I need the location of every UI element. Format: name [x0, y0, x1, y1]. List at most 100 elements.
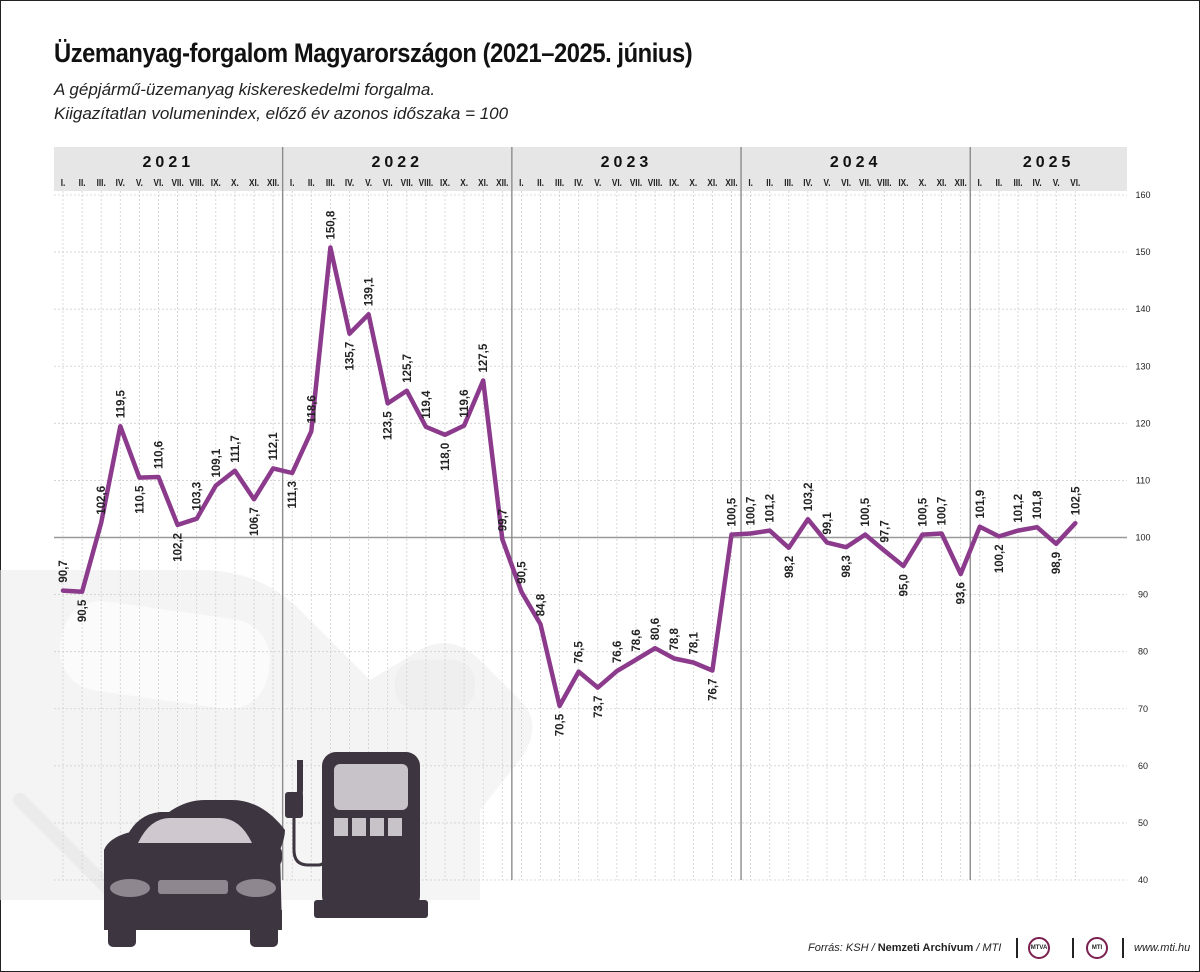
data-label: 135,7: [345, 342, 357, 371]
series-line: [60, 245, 1078, 709]
y-tick-label: 150: [1135, 247, 1150, 257]
footer-separator-3: [1122, 938, 1124, 958]
y-tick-label: 120: [1135, 418, 1150, 428]
data-label: 112,1: [268, 432, 280, 461]
data-label: 98,3: [841, 555, 853, 577]
data-label: 76,5: [574, 641, 586, 664]
year-label: 2023: [601, 154, 653, 171]
year-label: 2021: [143, 154, 195, 171]
data-label: 93,6: [956, 582, 968, 604]
y-tick-label: 130: [1135, 361, 1150, 371]
month-label: X.: [689, 177, 697, 188]
data-label: 119,6: [459, 389, 471, 417]
month-label: VII.: [630, 177, 642, 188]
month-label: VIII.: [189, 177, 204, 188]
y-tick-label: 110: [1136, 475, 1150, 485]
data-label: 101,2: [765, 494, 777, 523]
data-label: 102,2: [173, 533, 185, 562]
data-label: 100,5: [727, 497, 739, 526]
data-label: 84,8: [536, 593, 548, 616]
month-label: IV.: [1032, 177, 1041, 188]
month-label: VI.: [612, 177, 622, 188]
month-label: VII.: [859, 177, 871, 188]
data-label: 98,2: [784, 556, 796, 578]
data-label: 100,5: [860, 497, 872, 526]
data-label: 150,8: [325, 210, 337, 239]
mti-logo: MTI: [1086, 937, 1108, 959]
month-label: IV.: [116, 177, 125, 188]
year-label: 2025: [1023, 154, 1075, 171]
data-label: 102,5: [1070, 486, 1082, 515]
y-tick-label: 60: [1138, 761, 1148, 771]
data-label: 102,6: [96, 486, 108, 515]
month-label: III.: [326, 177, 335, 188]
month-label: I.: [519, 177, 524, 188]
data-label: 98,9: [1051, 552, 1063, 574]
month-label: XII.: [955, 177, 967, 188]
month-label: I.: [978, 177, 983, 188]
data-label: 78,8: [669, 628, 681, 651]
data-label: 100,2: [994, 544, 1006, 573]
data-label: 101,8: [1032, 490, 1044, 519]
month-labels: I. II. III. IV. V. VI. VII. VIII. IX. X. XI. XII. I.…: [61, 177, 1081, 188]
point-labels: 90,7 90,5 102,6 119,5 110,5 110,6 102,2 103,3 10…: [58, 210, 1082, 736]
data-label: 80,6: [650, 618, 662, 640]
subtitle-line-1: A gépjármű-üzemanyag kiskereskedelmi for…: [54, 80, 436, 99]
month-label: VI.: [1070, 177, 1080, 188]
data-label: 99,1: [822, 512, 834, 535]
data-label: 118,0: [440, 443, 452, 471]
data-label: 127,5: [478, 343, 490, 372]
y-tick-label: 90: [1138, 590, 1148, 600]
data-label: 123,5: [383, 411, 395, 440]
month-label: IX.: [898, 177, 908, 188]
month-label: II.: [766, 177, 773, 188]
month-label: I.: [748, 177, 753, 188]
month-label: III.: [97, 177, 106, 188]
month-label: I.: [290, 177, 295, 188]
month-label: IV.: [803, 177, 812, 188]
month-label: VII.: [171, 177, 183, 188]
month-label: II.: [79, 177, 86, 188]
data-label: 90,7: [58, 560, 70, 582]
footer-separator-1: [1016, 938, 1018, 958]
data-label: 76,6: [612, 641, 624, 663]
data-label: 101,2: [1013, 494, 1025, 523]
month-label: II.: [308, 177, 315, 188]
month-label: XI.: [707, 177, 717, 188]
data-label: 100,7: [746, 497, 758, 526]
month-label: XII.: [725, 177, 737, 188]
month-label: VIII.: [419, 177, 434, 188]
month-label: IX.: [669, 177, 679, 188]
data-label: 119,4: [421, 390, 433, 419]
month-label: II.: [537, 177, 544, 188]
data-label: 119,5: [115, 389, 127, 418]
month-label: XI.: [249, 177, 259, 188]
y-tick-label: 160: [1135, 190, 1150, 200]
month-label: III.: [555, 177, 564, 188]
month-label: III.: [784, 177, 793, 188]
month-label: I.: [61, 177, 66, 188]
data-label: 97,7: [879, 520, 891, 542]
month-label: XI.: [937, 177, 947, 188]
month-label: IV.: [574, 177, 583, 188]
data-label: 111,7: [230, 435, 242, 463]
subtitle-line-2: Kiigazítatlan volumenindex, előző év azo…: [54, 104, 509, 123]
month-label: IX.: [440, 177, 450, 188]
month-label: II.: [995, 177, 1002, 188]
data-label: 99,7: [497, 509, 509, 531]
year-labels: 2021 2022 2023 2024 2025: [143, 154, 1075, 171]
y-tick-label: 140: [1135, 304, 1150, 314]
month-label: VI.: [841, 177, 851, 188]
y-tick-label: 50: [1138, 818, 1148, 828]
data-label: 139,1: [364, 277, 376, 306]
month-label: VIII.: [877, 177, 892, 188]
data-label: 73,7: [593, 696, 605, 718]
data-label: 106,7: [249, 507, 261, 536]
data-label: 78,1: [688, 632, 700, 655]
source-archive: Nemzeti Archívum: [877, 942, 974, 954]
website-link[interactable]: www.mti.hu: [1134, 942, 1191, 954]
data-label: 90,5: [516, 561, 528, 584]
month-label: V.: [1053, 177, 1060, 188]
data-label: 103,2: [803, 482, 815, 511]
